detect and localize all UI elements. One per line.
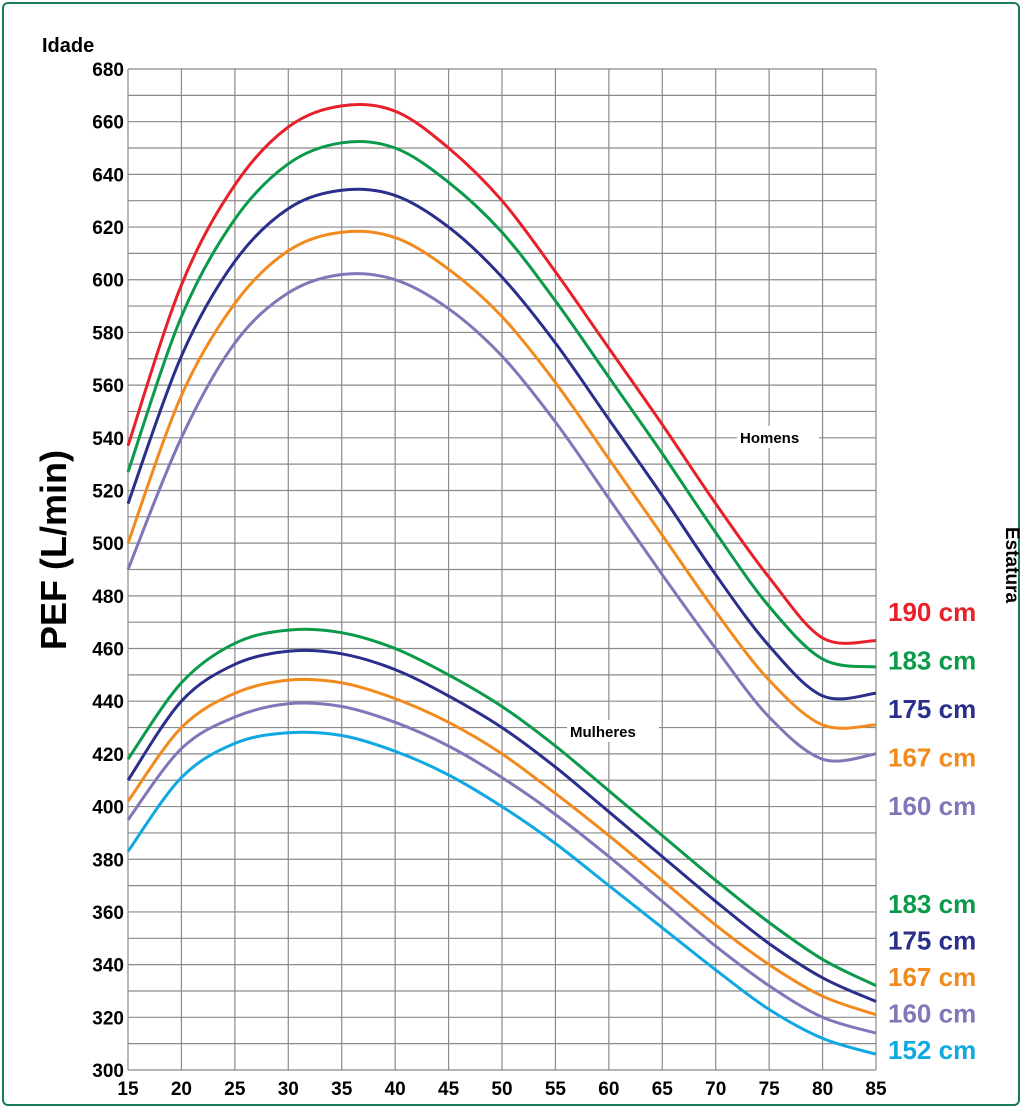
x-tick-label: 80 <box>812 1079 833 1100</box>
y-tick-label: 460 <box>92 640 124 661</box>
y-tick-label: 600 <box>92 271 124 292</box>
y-tick-label: 620 <box>92 218 124 239</box>
x-tick-label: 20 <box>171 1079 192 1100</box>
x-tick-label: 55 <box>545 1079 567 1100</box>
homens-label-167cm: 167 cm <box>888 743 976 773</box>
series-line-mulheres-160cm <box>126 701 877 1035</box>
y-axis-title: PEF (L/min) <box>33 450 74 650</box>
x-tick-label: 65 <box>652 1079 674 1100</box>
series-lines <box>126 103 877 1056</box>
y-tick-label: 560 <box>92 376 124 397</box>
x-tick-label: 40 <box>385 1079 406 1100</box>
y-tick-labels: 300 320 340 360 380 400 420 440 460 480 500 520 540 5… <box>92 60 124 1082</box>
homens-label-160cm: 160 cm <box>888 791 976 821</box>
y-tick-label: 360 <box>92 903 124 924</box>
x-tick-label: 75 <box>759 1079 781 1100</box>
x-tick-label: 85 <box>865 1079 887 1100</box>
x-axis-title: Idade <box>42 35 94 57</box>
mulheres-label-160cm: 160 cm <box>888 999 976 1029</box>
mulheres-label-183cm: 183 cm <box>888 889 976 919</box>
x-tick-labels: 15 20 25 30 35 40 45 50 55 60 65 70 75 80 85 <box>117 1079 887 1100</box>
homens-label-183cm: 183 cm <box>888 646 976 676</box>
x-tick-label: 50 <box>491 1079 512 1100</box>
y-tick-label: 440 <box>92 692 124 713</box>
y-tick-label: 580 <box>92 323 124 344</box>
series-line-mulheres-152cm <box>126 730 877 1056</box>
mulheres-label-152cm: 152 cm <box>888 1035 976 1065</box>
y-tick-label: 540 <box>92 429 124 450</box>
homens-label-175cm: 175 cm <box>888 694 976 724</box>
series-line-homens-183cm <box>126 140 877 669</box>
series-line-homens-160cm <box>126 272 877 763</box>
y-tick-label: 380 <box>92 850 124 871</box>
right-axis-title: Estatura <box>1001 527 1022 603</box>
y-tick-label: 400 <box>92 798 124 819</box>
y-tick-label: 520 <box>92 481 124 502</box>
y-tick-label: 680 <box>92 60 124 81</box>
homens-label: Homens <box>740 430 799 447</box>
y-tick-label: 320 <box>92 1008 124 1029</box>
x-tick-label: 45 <box>438 1079 460 1100</box>
x-tick-label: 35 <box>331 1079 353 1100</box>
x-tick-label: 70 <box>705 1079 726 1100</box>
mulheres-label-bg <box>567 720 659 742</box>
homens-label-bg <box>737 426 819 448</box>
mulheres-label-167cm: 167 cm <box>888 962 976 992</box>
mulheres-label: Mulheres <box>570 724 636 741</box>
x-tick-label: 30 <box>278 1079 299 1100</box>
series-line-homens-167cm <box>126 229 877 730</box>
y-tick-label: 480 <box>92 587 124 608</box>
series-line-homens-175cm <box>126 187 877 701</box>
mulheres-label-175cm: 175 cm <box>888 926 976 956</box>
series-line-mulheres-175cm <box>126 648 877 1003</box>
series-line-mulheres-167cm <box>126 677 877 1017</box>
y-tick-label: 420 <box>92 745 124 766</box>
y-tick-label: 300 <box>92 1061 124 1082</box>
homens-label-190cm: 190 cm <box>888 597 976 627</box>
series-line-homens-190cm <box>126 103 877 645</box>
x-tick-label: 15 <box>117 1079 139 1100</box>
y-tick-label: 640 <box>92 165 124 186</box>
x-tick-label: 60 <box>598 1079 619 1100</box>
series-labels: 190 cm 183 cm 175 cm 167 cm 160 cm 183 cm 175 … <box>888 597 976 1065</box>
mulheres-group-label: Mulheres <box>567 720 659 742</box>
homens-group-label: Homens <box>737 426 819 448</box>
y-tick-label: 340 <box>92 956 124 977</box>
grid <box>127 68 877 1071</box>
x-tick-label: 25 <box>224 1079 246 1100</box>
series-line-mulheres-183cm <box>126 627 877 988</box>
y-tick-label: 500 <box>92 534 124 555</box>
y-tick-label: 660 <box>92 113 124 134</box>
